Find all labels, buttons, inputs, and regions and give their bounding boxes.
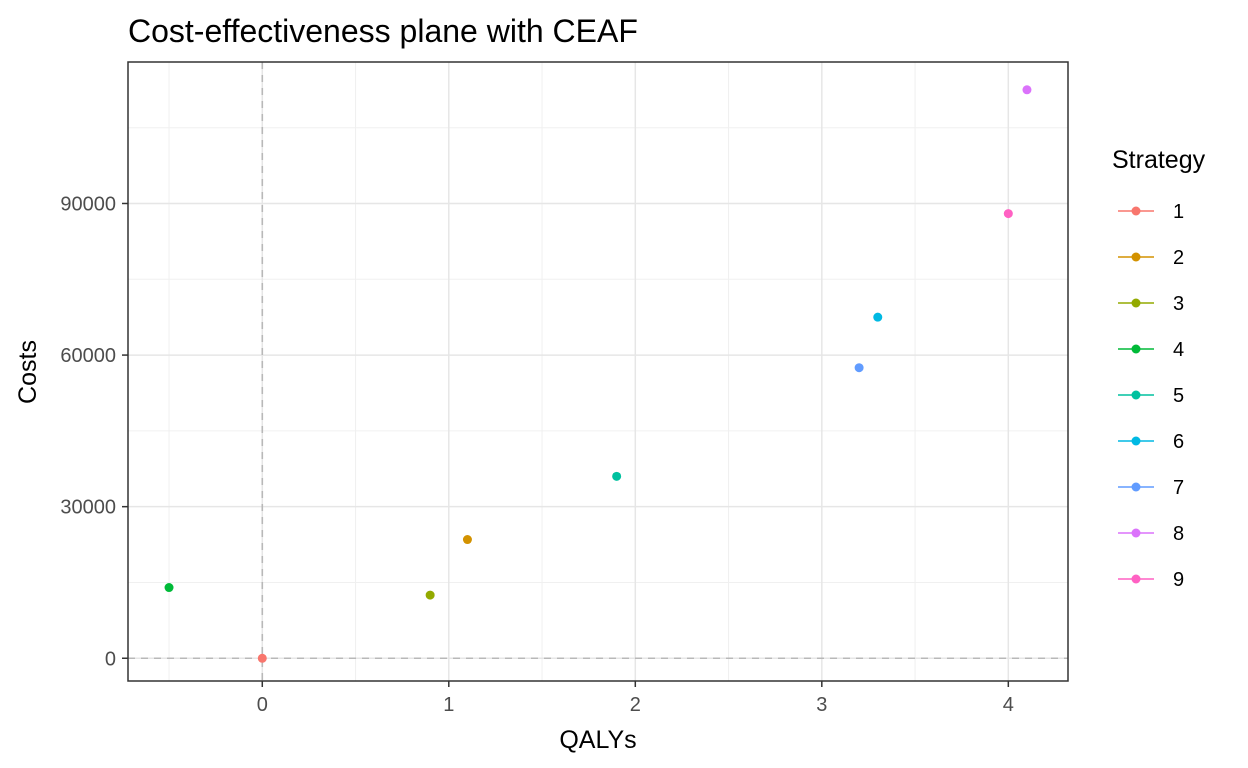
y-tick-label: 30000 <box>60 497 116 519</box>
legend-item-8: 8 <box>1118 523 1184 545</box>
legend-label: 3 <box>1173 293 1184 315</box>
legend-key-point <box>1131 344 1141 354</box>
y-tick-label: 0 <box>105 648 116 670</box>
legend: Strategy 1 2 3 4 5 6 7 8 9 <box>1112 146 1206 591</box>
legend-key-point <box>1131 436 1141 446</box>
data-point-strategy-5 <box>612 471 622 481</box>
legend-item-9: 9 <box>1118 569 1184 591</box>
legend-title: Strategy <box>1112 146 1206 174</box>
y-axis: 0 30000 60000 90000 <box>60 193 128 670</box>
x-tick-label: 2 <box>630 694 641 716</box>
legend-item-7: 7 <box>1118 477 1184 499</box>
x-tick-label: 1 <box>443 694 454 716</box>
data-point-strategy-8 <box>1022 85 1032 95</box>
data-point-strategy-2 <box>462 535 472 545</box>
legend-item-3: 3 <box>1118 293 1184 315</box>
legend-label: 7 <box>1173 477 1184 499</box>
legend-label: 2 <box>1173 247 1184 269</box>
chart-title: Cost-effectiveness plane with CEAF <box>128 13 638 49</box>
data-point-strategy-3 <box>425 590 435 600</box>
y-tick-label: 90000 <box>60 193 116 215</box>
data-point-strategy-9 <box>1003 209 1013 219</box>
legend-key-point <box>1131 482 1141 492</box>
data-point-strategy-6 <box>873 312 883 322</box>
x-tick-label: 3 <box>816 694 827 716</box>
reference-lines <box>128 62 1068 681</box>
legend-key-point <box>1131 528 1141 538</box>
x-axis: 0 1 2 3 4 <box>257 681 1014 716</box>
legend-key-point <box>1131 206 1141 216</box>
legend-key-point <box>1131 252 1141 262</box>
data-points <box>164 85 1032 663</box>
x-axis-title: QALYs <box>559 726 636 754</box>
x-tick-label: 0 <box>257 694 268 716</box>
panel-border <box>127 61 1069 682</box>
legend-label: 8 <box>1173 523 1184 545</box>
legend-item-1: 1 <box>1118 201 1184 223</box>
y-tick-label: 60000 <box>60 345 116 367</box>
legend-item-4: 4 <box>1118 339 1184 361</box>
panel-background <box>128 62 1068 681</box>
legend-item-5: 5 <box>1118 385 1184 407</box>
x-tick-label: 4 <box>1003 694 1014 716</box>
legend-item-2: 2 <box>1118 247 1184 269</box>
grid <box>128 62 1068 681</box>
legend-label: 1 <box>1173 201 1184 223</box>
legend-label: 9 <box>1173 569 1184 591</box>
legend-item-6: 6 <box>1118 431 1184 453</box>
legend-label: 6 <box>1173 431 1184 453</box>
data-point-strategy-1 <box>257 653 267 663</box>
legend-key-point <box>1131 390 1141 400</box>
legend-key-point <box>1131 574 1141 584</box>
plot-panel <box>128 62 1068 681</box>
legend-key-point <box>1131 298 1141 308</box>
data-point-strategy-4 <box>164 583 174 593</box>
legend-label: 4 <box>1173 339 1184 361</box>
panel-border-rect <box>127 61 1069 682</box>
data-point-strategy-7 <box>854 363 864 373</box>
y-axis-title: Costs <box>14 340 42 404</box>
legend-label: 5 <box>1173 385 1184 407</box>
